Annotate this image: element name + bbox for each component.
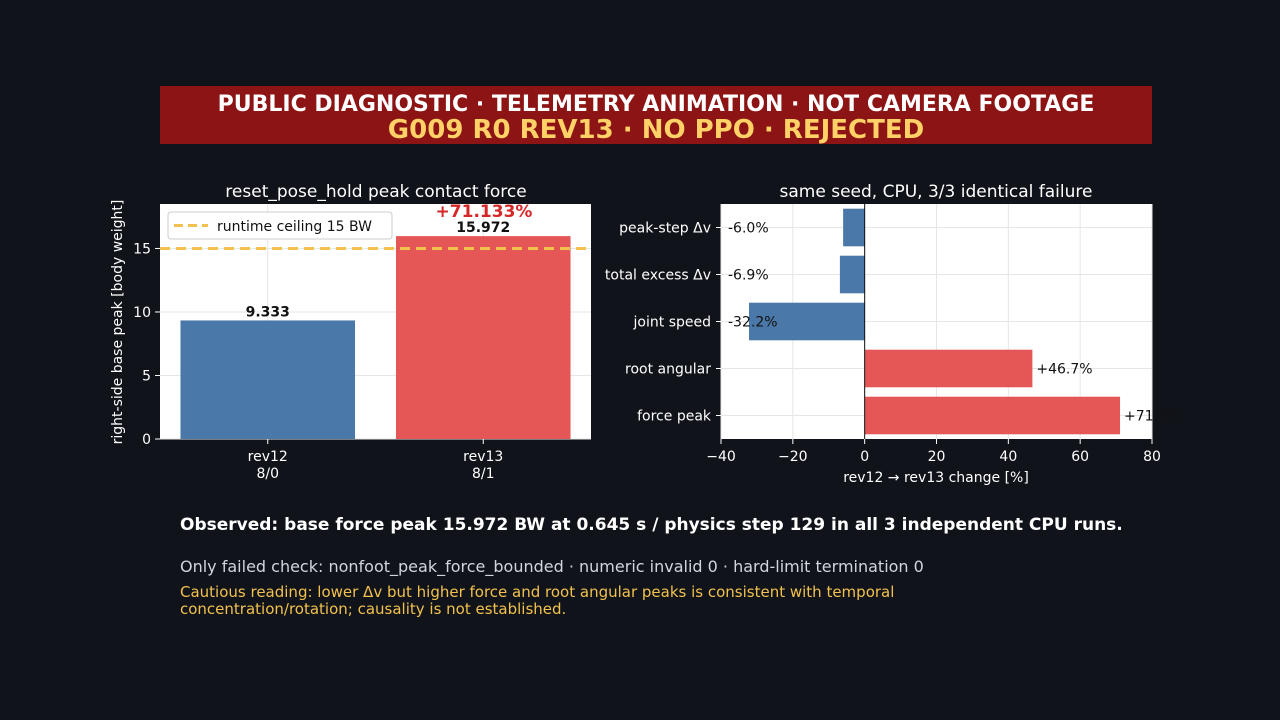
bar-value-label: -32.2% [728, 315, 778, 331]
right-y-tick-label: root angular [625, 362, 711, 378]
bar-value-label: +71.1% [1124, 409, 1180, 425]
right-y-tick-label: force peak [637, 409, 712, 425]
left-annotation: +71.133% [436, 202, 533, 222]
right-chart-title: same seed, CPU, 3/3 identical failure [780, 182, 1093, 202]
left-y-tick-label: 0 [142, 432, 151, 448]
right-x-tick-label: 60 [1071, 449, 1089, 465]
observed-note: Observed: base force peak 15.972 BW at 0… [180, 515, 1123, 535]
bar-value-label: 15.972 [456, 220, 510, 236]
left-y-tick-label: 10 [133, 305, 151, 321]
right-x-tick-label: −20 [778, 449, 808, 465]
right-y-tick-label: joint speed [633, 315, 711, 331]
bar-root-angular [864, 349, 1033, 388]
left-x-tick-label: rev12 [248, 449, 288, 465]
bar-total-excess-v [839, 255, 865, 294]
left-legend: runtime ceiling 15 BW [167, 211, 393, 240]
failed-check-note: Only failed check: nonfoot_peak_force_bo… [180, 557, 924, 576]
left-y-tick-label: 5 [142, 368, 151, 384]
bar-value-label: +46.7% [1036, 362, 1092, 378]
right-x-tick-label: 0 [860, 449, 869, 465]
right-y-tick-label: peak-step Δv [619, 221, 711, 237]
bar-value-label: -6.9% [728, 268, 769, 284]
header-banner: PUBLIC DIAGNOSTIC · TELEMETRY ANIMATION … [160, 86, 1152, 145]
caution-note: Cautious reading: lower Δv but higher fo… [180, 583, 895, 618]
header-line-1: PUBLIC DIAGNOSTIC · TELEMETRY ANIMATION … [217, 92, 1095, 117]
legend-ceiling-label: runtime ceiling 15 BW [217, 219, 372, 235]
bar-rev12 [180, 320, 356, 439]
bar-force-peak [864, 396, 1121, 435]
bar-peak-step-v [843, 208, 865, 247]
right-x-tick-label: 40 [999, 449, 1017, 465]
left-y-axis-label: right-side base peak [body weight] [110, 200, 126, 445]
left-x-tick-sublabel: 8/0 [256, 466, 279, 482]
bar-rev13 [395, 236, 571, 439]
bar-value-label: 9.333 [246, 304, 290, 320]
right-x-tick-label: 80 [1143, 449, 1161, 465]
right-x-axis-label: rev12 → rev13 change [%] [843, 470, 1029, 486]
right-y-tick-label: total excess Δv [605, 268, 711, 284]
left-x-tick-label: rev13 [463, 449, 503, 465]
left-chart-title: reset_pose_hold peak contact force [225, 182, 526, 202]
left-y-tick-label: 15 [133, 241, 151, 257]
right-x-tick-label: −40 [706, 449, 736, 465]
bar-value-label: -6.0% [728, 221, 769, 237]
header-line-2: G009 R0 REV13 · NO PPO · REJECTED [387, 115, 925, 145]
bar-joint-speed [749, 302, 865, 341]
left-x-tick-sublabel: 8/1 [472, 466, 495, 482]
right-x-tick-label: 20 [928, 449, 946, 465]
